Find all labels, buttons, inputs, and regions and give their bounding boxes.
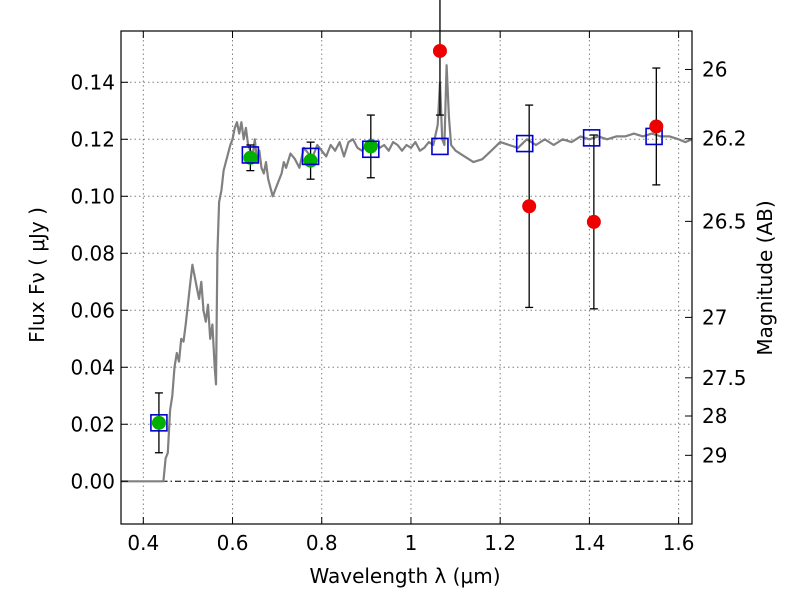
- x-axis-label: Wavelength λ (μm): [309, 564, 500, 588]
- x-tick-label: 1.2: [484, 531, 516, 555]
- right-axis-label-text: Magnitude (AB): [753, 200, 777, 355]
- right-tick-label: 27: [702, 305, 727, 329]
- x-tick-label: 1.6: [663, 531, 695, 555]
- x-axis-label-text: Wavelength λ (μm): [309, 564, 500, 588]
- y-tick-label: 0.00: [70, 469, 115, 493]
- model-band-square: [150, 414, 168, 432]
- right-tick-label: 26.5: [702, 209, 747, 233]
- y-axis-label: Flux Fν ( μJy ): [25, 207, 49, 343]
- nondetection-point: [522, 199, 537, 214]
- y-tick-label: 0.06: [70, 298, 115, 322]
- x-tick-label: 0.8: [306, 531, 338, 555]
- x-tick-label: 0.4: [127, 531, 159, 555]
- y-tick-label: 0.04: [70, 355, 115, 379]
- model-band-square: [582, 129, 601, 147]
- right-tick-label: 29: [702, 443, 727, 467]
- plot-area: [121, 0, 693, 483]
- y-tick-label: 0.08: [70, 241, 115, 265]
- ticks: 0.4 0.6 0.8 1 1.2 1.4 1.6 0.00 0.02 0.04 0.06 0.08 0…: [70, 31, 747, 555]
- model-band-square: [301, 147, 320, 166]
- y-tick-label: 0.02: [70, 412, 115, 436]
- detection-point: [303, 153, 318, 168]
- detection-point: [151, 415, 166, 430]
- x-tick-label: 1.4: [573, 531, 605, 555]
- right-axis-label: Magnitude (AB): [753, 200, 777, 355]
- right-tick-label: 27.5: [702, 366, 747, 390]
- x-tick-label: 1: [405, 531, 418, 555]
- y-axis-label-text: Flux Fν ( μJy ): [25, 207, 49, 343]
- sed-model-line: [121, 64, 693, 483]
- model-band-square: [362, 140, 380, 159]
- y-tick-label: 0.14: [70, 70, 115, 94]
- right-tick-label: 26: [702, 57, 727, 81]
- plot-frame: [120, 30, 693, 525]
- detection-point: [243, 150, 258, 165]
- y-tick-label: 0.12: [70, 127, 115, 151]
- x-tick-label: 0.6: [217, 531, 249, 555]
- right-tick-label: 26.2: [702, 127, 747, 151]
- model-band-square: [241, 146, 260, 164]
- model-band-square: [431, 137, 449, 156]
- nondetection-point: [432, 43, 447, 58]
- y-tick-label: 0.10: [70, 184, 115, 208]
- nondetection-point: [649, 119, 664, 134]
- right-tick-label: 28: [702, 404, 727, 428]
- nondetection-point: [586, 214, 601, 229]
- detection-point: [363, 139, 378, 154]
- model-band-square: [515, 134, 534, 153]
